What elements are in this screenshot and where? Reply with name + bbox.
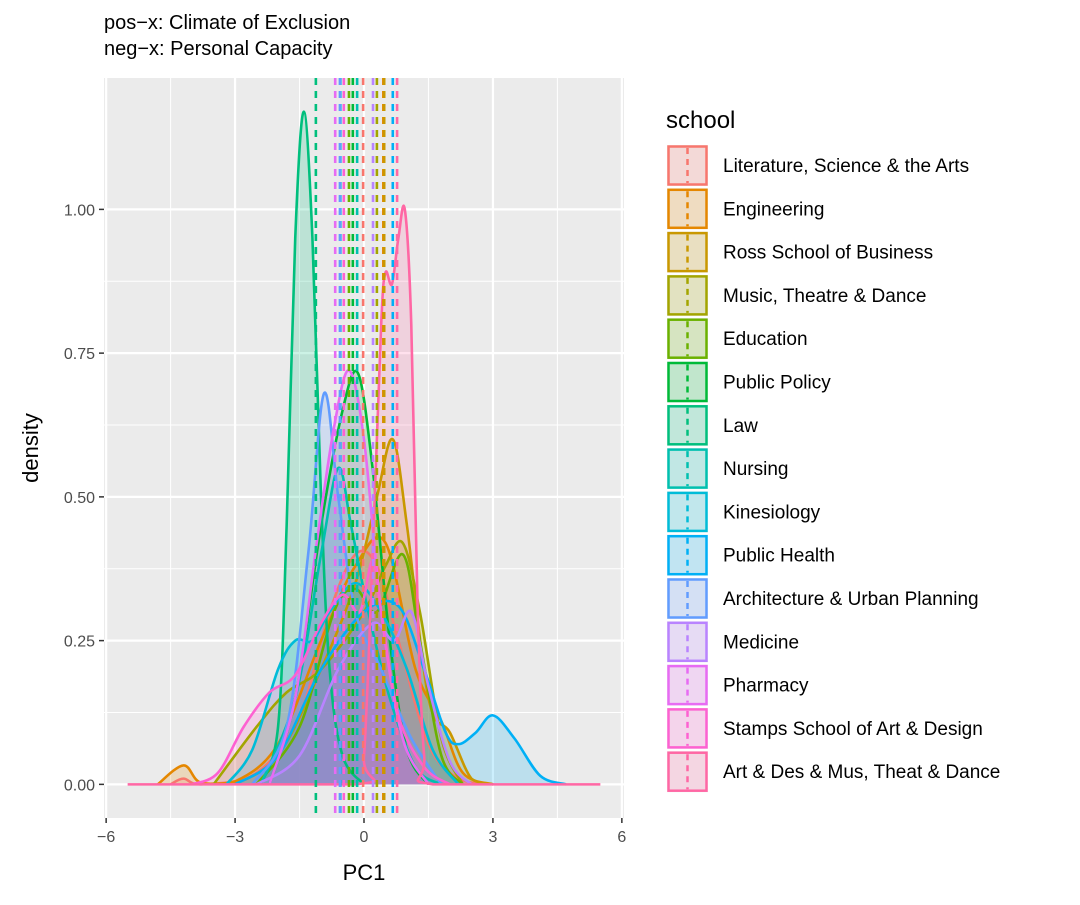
x-tick-label: −6 [97,829,115,846]
legend-item: Pharmacy [667,664,809,706]
y-tick-label: 0.50 [64,490,95,507]
legend-label: Ross School of Business [723,243,933,264]
legend: Literature, Science & the Arts Engineerin… [667,145,1000,793]
y-tick-label: 0.00 [64,777,95,794]
legend-item: Ross School of Business [667,231,933,273]
legend-item: Literature, Science & the Arts [667,145,969,186]
legend-label: Medicine [723,632,799,653]
legend-item: Law [667,404,758,446]
density-line [234,599,567,786]
legend-key [667,621,708,663]
x-tick-label: 6 [617,829,626,846]
axes: −6 −3 0 3 6 0.00 0.25 0.50 0.75 1.00 [64,202,627,846]
legend-item: Public Policy [667,361,831,403]
legend-label: Kinesiology [723,502,821,523]
legend-item: Medicine [667,621,799,663]
subtitle-line-2: neg−x: Personal Capacity [104,38,332,60]
legend-label: Architecture & Urban Planning [723,589,979,610]
density-fill [260,111,364,785]
x-tick-label: −3 [226,829,244,846]
density-line [225,581,460,786]
legend-item: Stamps School of Art & Design [667,707,983,749]
legend-item: Kinesiology [667,491,821,533]
legend-label: Law [723,416,758,437]
legend-item: Education [667,318,808,360]
density-fill [235,600,566,785]
legend-label: Art & Des & Mus, Theat & Dance [723,762,1000,783]
legend-label: Stamps School of Art & Design [723,719,983,740]
legend-label: Public Policy [723,373,831,394]
legend-label: Literature, Science & the Arts [723,156,969,177]
legend-label: Education [723,329,808,350]
legend-key [667,491,708,533]
legend-label: Pharmacy [723,676,809,697]
y-tick-label: 1.00 [64,202,95,219]
x-tick-label: 3 [488,829,497,846]
legend-item: Music, Theatre & Dance [667,274,926,316]
legend-label: Engineering [723,199,824,220]
legend-item: Architecture & Urban Planning [667,578,979,619]
legend-label: Music, Theatre & Dance [723,286,926,307]
legend-key [667,361,708,403]
subtitle-line-1: pos−x: Climate of Exclusion [104,12,350,34]
y-axis-label: density [18,413,43,483]
density-fill [170,550,493,785]
legend-title: school [666,107,735,134]
y-tick-label: 0.25 [64,634,95,651]
legend-item: Engineering [667,188,824,230]
legend-item: Public Health [667,534,835,576]
legend-label: Nursing [723,459,788,480]
x-axis-label: PC1 [343,860,386,885]
x-tick-label: 0 [360,829,369,846]
y-tick-label: 0.75 [64,346,95,363]
legend-label: Public Health [723,546,835,567]
legend-item: Art & Des & Mus, Theat & Dance [667,751,1000,793]
density-line [259,110,366,786]
density-line [212,539,465,786]
mean-lines [314,78,399,818]
legend-item: Nursing [667,448,788,490]
